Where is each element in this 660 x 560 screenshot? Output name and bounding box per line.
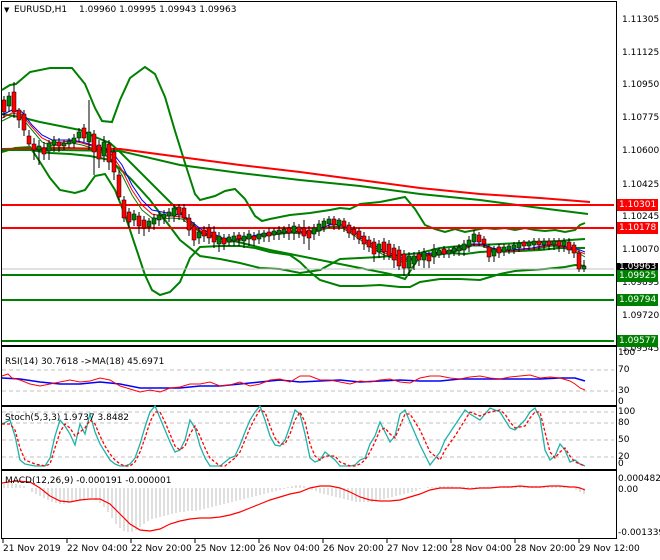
stoch-tick: 0 <box>618 459 624 469</box>
macd-tick: 0.00 <box>618 485 639 495</box>
price-tick: 1.10070 <box>622 245 660 255</box>
macd-tick: 0.000482 <box>618 474 660 484</box>
price-tick: 1.10950 <box>622 80 660 90</box>
level-tag-resistance: 1.10178 <box>617 222 658 234</box>
level-tag-support: 1.09577 <box>617 335 658 347</box>
macd-histogram <box>3 482 585 532</box>
level-tag-resistance: 1.10301 <box>617 199 658 211</box>
rsi-tick: 70 <box>618 365 630 375</box>
time-label: 28 Nov 04:00 <box>451 544 512 554</box>
time-label: 22 Nov 20:00 <box>131 544 192 554</box>
time-label: 26 Nov 20:00 <box>323 544 384 554</box>
current-price-tag: 1.09963 <box>617 263 658 271</box>
time-label: 22 Nov 04:00 <box>67 544 128 554</box>
ohlc-values: 1.09960 1.09995 1.09943 1.09963 <box>79 5 237 15</box>
time-label: 28 Nov 20:00 <box>515 544 576 554</box>
stoch-label: Stoch(5,3,3) 1.9737 3.8482 <box>5 413 130 423</box>
price-tick: 1.10600 <box>622 146 660 156</box>
candles <box>1 82 587 276</box>
stoch-tick: 20 <box>618 452 630 462</box>
rsi-label: RSI(14) 30.7618 ->MA(18) 45.6971 <box>5 357 165 367</box>
price-tick: 1.10245 <box>622 212 660 222</box>
price-tick: 1.11305 <box>622 15 660 25</box>
rsi-tick: 0 <box>618 397 624 407</box>
price-tick: 1.10775 <box>622 113 660 123</box>
stoch-tick: 50 <box>618 435 630 445</box>
stoch-tick: 80 <box>618 418 630 428</box>
price-tick: 1.11125 <box>622 48 660 58</box>
price-tick: 1.10425 <box>622 180 660 190</box>
level-tag-support: 1.09925 <box>617 270 658 282</box>
price-tick: 1.09545 <box>622 344 660 354</box>
time-label: 21 Nov 2019 <box>3 544 61 554</box>
stoch-tick: 100 <box>618 407 636 417</box>
rsi-tick: 30 <box>618 386 630 396</box>
price-tick: 1.09720 <box>622 311 660 321</box>
time-label: 29 Nov 12:00 <box>579 544 640 554</box>
macd-label: MACD(12,26,9) -0.000191 -0.000001 <box>5 476 172 486</box>
macd-tick: -0.001339 <box>618 528 660 538</box>
symbol-timeframe: EURUSD,H1 <box>14 5 68 15</box>
time-label: 27 Nov 12:00 <box>387 544 448 554</box>
time-label: 26 Nov 04:00 <box>259 544 320 554</box>
level-tag-support: 1.09794 <box>617 294 658 306</box>
price-tick: 1.09895 <box>622 278 660 288</box>
time-label: 25 Nov 12:00 <box>195 544 256 554</box>
collapse-triangle-icon[interactable]: ▼ <box>4 6 10 14</box>
rsi-tick: 100 <box>618 348 636 358</box>
